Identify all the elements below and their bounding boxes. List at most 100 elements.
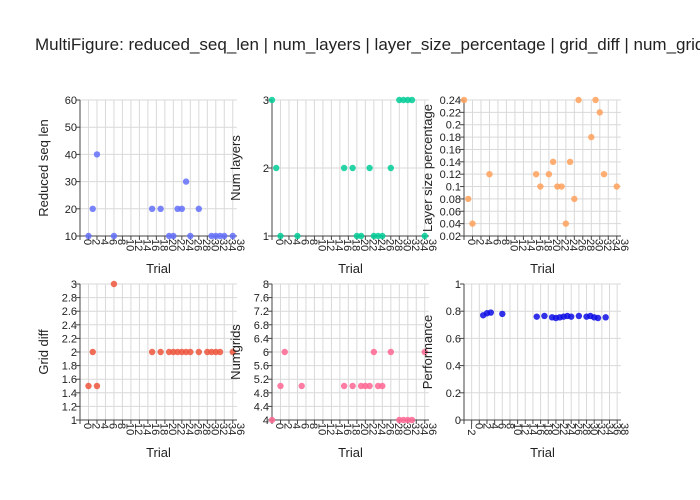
y-tick-label: 30 (65, 177, 77, 189)
x-tick-label: 28 (200, 423, 212, 435)
x-tick-label: 22 (366, 239, 378, 251)
data-point (298, 382, 305, 390)
x-tick-label: 12 (132, 239, 144, 251)
x-axis-title: Trial (530, 261, 555, 276)
x-tick-label: 20 (166, 239, 178, 251)
x-tick-label: 26 (383, 423, 395, 435)
x-tick-label: 22 (174, 239, 186, 251)
data-point (85, 382, 92, 390)
data-point (178, 205, 186, 212)
x-tick-label: 32 (217, 423, 229, 435)
x-tick-label: 8 (499, 239, 511, 245)
data-point (195, 348, 203, 356)
x-tick-label: 32 (601, 239, 613, 251)
x-tick-label: 14 (526, 423, 538, 435)
x-tick-label: 16 (534, 423, 546, 435)
y-tick-label: 0 (455, 415, 461, 427)
x-tick-label: 18 (349, 239, 361, 251)
data-point (575, 312, 583, 320)
x-tick-label: 22 (557, 423, 569, 435)
x-tick-label: 22 (174, 423, 186, 435)
x-tick-label: 14 (332, 239, 344, 251)
x-tick-label: 10 (123, 239, 135, 251)
x-tick-label: 24 (565, 423, 577, 435)
y-axis-title: Layer size percentage (420, 104, 435, 232)
data-point (182, 178, 190, 185)
x-tick-label: 0 (81, 239, 93, 245)
data-point (545, 170, 553, 178)
x-tick-label: 16 (341, 423, 353, 435)
y-tick-label: 1.4 (62, 388, 77, 400)
data-point (148, 348, 156, 356)
y-tick-label: 0.18 (440, 132, 461, 144)
x-axis-title: Trial (338, 445, 363, 460)
data-point (558, 183, 565, 190)
data-point (170, 232, 177, 240)
y-tick-label: 0.6 (446, 333, 461, 345)
y-tick-label: 0.12 (440, 169, 461, 181)
x-tick-label: 24 (567, 239, 579, 251)
x-tick-label: 16 (533, 239, 545, 251)
y-tick-label: 40 (65, 149, 77, 161)
y-tick-label: 0.04 (440, 219, 461, 231)
x-tick-label: 34 (417, 423, 429, 435)
data-point (592, 96, 599, 104)
data-point (379, 232, 386, 240)
x-tick-label: 0 (473, 423, 485, 429)
x-tick-label: 0 (81, 423, 93, 429)
x-tick-label: 4 (290, 423, 302, 429)
data-point (532, 170, 540, 178)
x-tick-label: 24 (375, 239, 387, 251)
y-tick-label: 1 (455, 279, 461, 291)
y-tick-label: 0.1 (446, 182, 461, 194)
data-point (277, 232, 284, 240)
x-tick-label: 30 (592, 239, 604, 251)
x-tick-label: 30 (400, 423, 412, 435)
data-point (549, 158, 557, 166)
x-tick-label: 18 (541, 239, 553, 251)
data-point (229, 348, 236, 356)
data-point (566, 158, 574, 166)
x-tick-label: 14 (140, 239, 152, 251)
data-point (221, 232, 228, 240)
x-tick-label: 14 (332, 423, 344, 435)
data-point (499, 310, 506, 318)
data-point (537, 183, 544, 190)
x-tick-label: 10 (315, 423, 327, 435)
x-tick-label: 36 (426, 423, 438, 435)
x-tick-label: 2 (473, 239, 485, 245)
data-point (366, 164, 373, 172)
x-tick-label: 34 (417, 239, 429, 251)
x-tick-label: 18 (349, 423, 361, 435)
data-point (387, 164, 395, 172)
y-tick-label: 4.8 (254, 388, 269, 400)
x-tick-label: 28 (392, 423, 404, 435)
x-tick-label: 20 (358, 239, 370, 251)
subplot-6: 00.20.40.60.81−2024681012141618202224262… (420, 279, 630, 460)
data-point (533, 313, 540, 320)
y-axis-title: Reduced seq len (36, 119, 51, 217)
x-tick-label: 8 (115, 423, 127, 429)
y-tick-label: 3 (71, 279, 77, 291)
data-point (157, 348, 164, 356)
x-tick-label: 0 (465, 239, 477, 245)
y-axis-title: Num layers (228, 135, 243, 201)
x-axis-title: Trial (146, 445, 171, 460)
x-tick-label: 36 (426, 239, 438, 251)
data-point (602, 314, 609, 321)
x-tick-label: 36 (234, 239, 246, 251)
x-tick-label: 18 (542, 423, 554, 435)
y-tick-label: 1.2 (62, 401, 77, 413)
x-tick-label: 36 (611, 423, 623, 435)
data-point (229, 232, 236, 240)
data-point (216, 348, 224, 356)
data-point (110, 232, 118, 240)
x-tick-label: 2 (480, 423, 492, 429)
x-tick-label: 6 (490, 239, 502, 245)
y-tick-label: 1.6 (62, 374, 77, 386)
x-tick-label: 34 (225, 423, 237, 435)
data-point (408, 416, 416, 424)
x-tick-label: 12 (519, 423, 531, 435)
x-tick-label: 36 (618, 239, 630, 251)
x-tick-label: 16 (341, 239, 353, 251)
